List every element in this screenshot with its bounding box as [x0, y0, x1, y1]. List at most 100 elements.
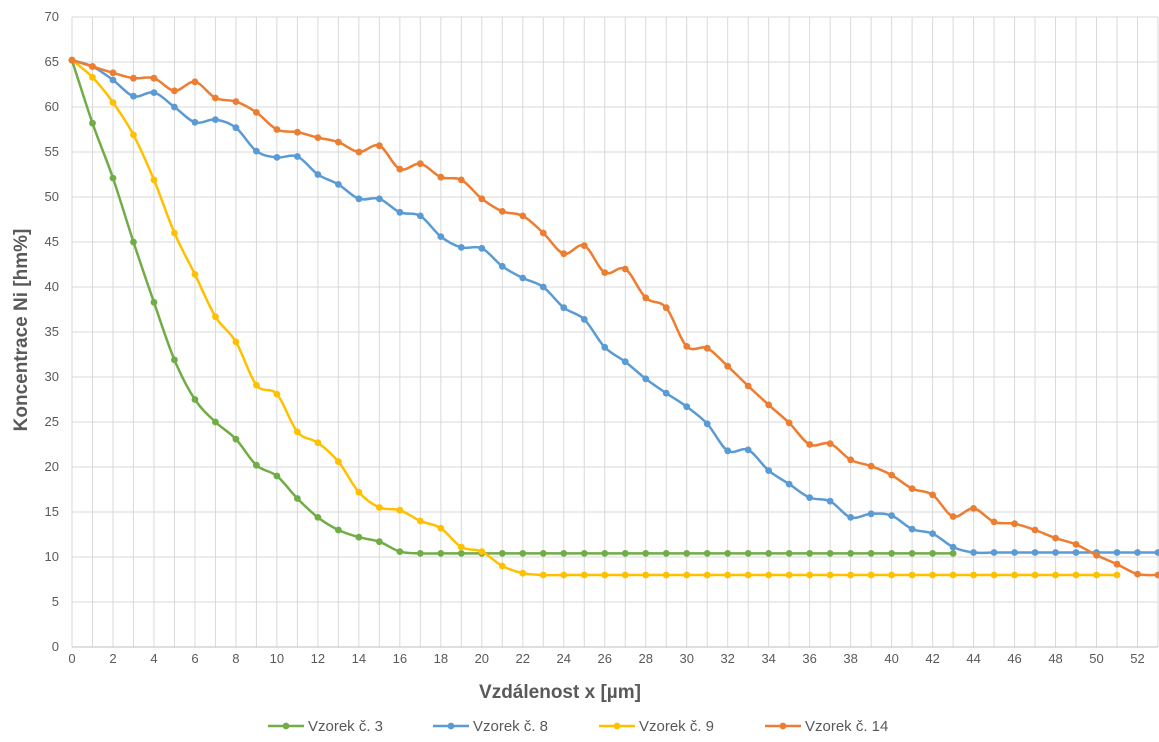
data-point: [68, 56, 76, 64]
data-point: [293, 153, 301, 160]
legend-item: Vzorek č. 14: [765, 718, 888, 735]
data-point: [519, 550, 527, 557]
data-point: [191, 78, 199, 86]
data-point: [580, 550, 588, 557]
data-point: [109, 76, 117, 84]
data-point: [253, 461, 260, 469]
data-point: [293, 128, 301, 136]
x-tick-labels: 0 2 4 6 8 10 12 14 16 18 20 22 24 26 28 30 32 34 36 38 40 42 4…: [68, 651, 1144, 666]
data-point: [416, 160, 424, 168]
data-point: [437, 550, 445, 557]
data-point: [232, 338, 240, 346]
data-point: [457, 543, 465, 551]
x-tick-label: 36: [802, 651, 816, 666]
data-point: [949, 513, 957, 520]
data-point: [601, 269, 609, 276]
data-point: [212, 116, 219, 123]
series-2: [68, 56, 1159, 556]
data-point: [334, 526, 342, 534]
data-point: [1052, 549, 1059, 556]
data-point: [232, 98, 240, 105]
data-point: [765, 467, 773, 474]
series-4: [68, 56, 1159, 579]
x-tick-label: 10: [270, 651, 284, 666]
data-point: [171, 87, 178, 95]
data-point: [1154, 549, 1159, 556]
data-point: [642, 375, 650, 383]
data-point: [867, 510, 875, 518]
data-point: [785, 550, 793, 557]
data-point: [744, 382, 752, 390]
x-tick-label: 0: [68, 651, 75, 666]
data-point: [375, 142, 383, 150]
data-point: [703, 344, 711, 352]
data-point: [355, 148, 363, 156]
data-point: [765, 571, 773, 579]
data-point: [826, 440, 834, 447]
data-point: [806, 550, 814, 557]
x-tick-label: 26: [598, 651, 612, 666]
x-tick-label: 16: [393, 651, 407, 666]
x-tick-label: 8: [232, 651, 239, 666]
data-point: [560, 304, 568, 312]
x-tick-label: 42: [925, 651, 939, 666]
data-point: [1113, 560, 1121, 568]
data-point: [601, 571, 609, 579]
data-point: [396, 548, 404, 555]
data-point: [396, 165, 404, 173]
data-point: [806, 571, 814, 579]
data-point: [355, 533, 363, 541]
legend-item: Vzorek č. 3: [268, 718, 383, 735]
data-point: [1052, 534, 1059, 542]
data-point: [1134, 549, 1141, 556]
data-point: [89, 63, 96, 70]
data-point: [457, 550, 465, 557]
data-point: [150, 89, 158, 96]
data-point: [744, 571, 752, 579]
data-point: [744, 550, 752, 557]
x-tick-label: 46: [1007, 651, 1021, 666]
y-tick-label: 0: [52, 639, 59, 654]
data-point: [171, 229, 178, 237]
data-point: [130, 92, 137, 100]
data-point: [150, 74, 158, 82]
data-point: [642, 294, 650, 302]
data-point: [847, 514, 855, 521]
data-point: [171, 103, 178, 111]
series-line: [70, 59, 954, 555]
data-point: [293, 495, 301, 502]
data-point: [1154, 571, 1159, 579]
x-tick-label: 28: [639, 651, 653, 666]
data-point: [765, 550, 773, 557]
data-point: [191, 271, 199, 278]
data-point: [642, 550, 650, 557]
data-point: [929, 530, 937, 537]
x-tick-label: 22: [516, 651, 530, 666]
data-point: [765, 401, 773, 409]
data-point: [273, 154, 281, 161]
data-point: [888, 471, 896, 479]
data-point: [273, 472, 281, 480]
y-tick-label: 45: [45, 234, 59, 249]
y-axis-title: Koncentrace Ni [hm%]: [11, 229, 32, 432]
data-point: [253, 109, 260, 116]
data-point: [744, 446, 752, 454]
data-point: [970, 505, 977, 512]
data-point: [908, 485, 916, 492]
data-point: [539, 229, 547, 237]
data-point: [375, 538, 383, 546]
y-tick-label: 50: [45, 189, 59, 204]
legend-swatch-marker: [282, 722, 290, 730]
data-point: [334, 458, 342, 465]
data-point: [621, 550, 629, 557]
data-point: [806, 441, 814, 448]
data-point: [1011, 571, 1018, 579]
data-point: [949, 550, 957, 557]
data-point: [437, 233, 445, 241]
data-point: [1134, 570, 1141, 578]
data-point: [1031, 549, 1039, 556]
data-point: [130, 74, 137, 82]
data-point: [826, 497, 834, 505]
data-point: [560, 250, 568, 258]
legend-swatch-marker: [779, 722, 787, 730]
